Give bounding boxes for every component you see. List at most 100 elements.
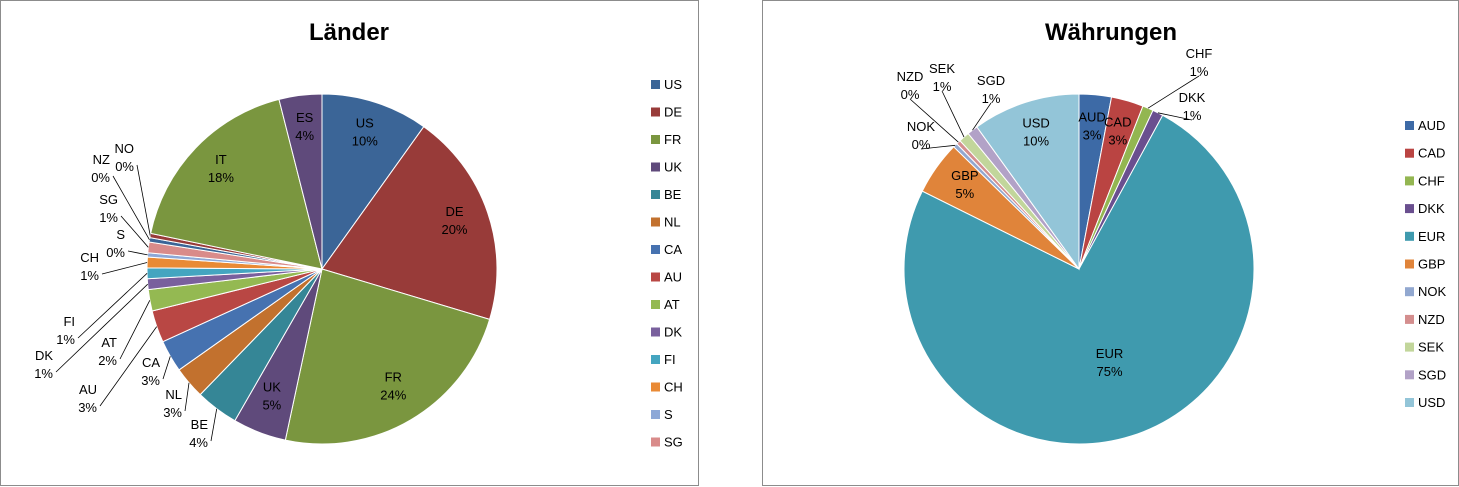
legend-swatch-s: [651, 410, 660, 419]
data-label-us: US 10%: [352, 116, 378, 149]
legend-swatch-dkk: [1405, 204, 1414, 214]
data-label-nzd: NZD 0%: [897, 69, 924, 102]
legend-label-aud: AUD: [1418, 118, 1445, 133]
legend-swatch-nl: [651, 217, 660, 227]
leader-line-ca: [162, 356, 171, 380]
legend-swatch-fi: [651, 355, 660, 364]
data-label-nz: NZ 0%: [91, 152, 110, 185]
legend-swatch-nzd: [1405, 314, 1414, 324]
leader-line-s: [127, 250, 148, 256]
pie-chart-waehrungen: Währungen AUD 3%CAD 3% CHF 1% DKK 1% EUR 75% GBP 5…: [897, 19, 1447, 445]
data-label-nl: NL 3%: [163, 387, 182, 420]
leader-line-sg: [120, 215, 149, 248]
data-label-uk: UK 5%: [262, 380, 281, 413]
data-label-dkk: DKK 1%: [1179, 90, 1206, 123]
leader-line-fi: [77, 273, 148, 339]
legend-label-sek: SEK: [1418, 340, 1444, 355]
legend-label-nok: NOK: [1418, 284, 1447, 299]
data-label-s: S 0%: [106, 227, 125, 260]
leader-line-no: [136, 164, 151, 236]
legend-swatch-be: [651, 190, 660, 199]
chart-laender: Länder US 10% DE 20% FR 24% UK 5% BE 4% NL 3% CA 3% AU…: [0, 0, 699, 486]
pie-slice-it: [150, 98, 323, 270]
legend-label-dk: DK: [664, 325, 682, 340]
leader-line-nl: [184, 382, 190, 412]
legend-swatch-at: [651, 300, 660, 309]
data-label-ch: CH 1%: [80, 250, 99, 283]
data-label-eur: EUR 75%: [1096, 346, 1123, 379]
legend-label-ch: CH: [664, 380, 683, 395]
legend-swatch-eur: [1405, 231, 1414, 241]
chart-title: Länder: [309, 19, 389, 46]
legend-swatch-aud: [1405, 121, 1414, 130]
legend-label-nl: NL: [664, 215, 681, 230]
legend-swatch-us: [651, 80, 660, 89]
data-label-it: IT 18%: [208, 152, 234, 185]
legend-swatch-sek: [1405, 342, 1414, 352]
legend-swatch-uk: [651, 162, 660, 172]
legend-label-uk: UK: [664, 160, 682, 175]
data-label-sg: SG 1%: [99, 192, 118, 225]
legend-swatch-usd: [1405, 398, 1414, 407]
pie-slice-eur: [903, 114, 1255, 445]
leader-line-dkk: [1157, 112, 1193, 121]
legend-label-au: AU: [664, 270, 682, 285]
legend-label-fi: FI: [664, 352, 676, 367]
legend-label-cad: CAD: [1418, 146, 1445, 161]
legend-label-eur: EUR: [1418, 229, 1445, 244]
leader-line-nzd: [909, 98, 959, 143]
legend-label-fr: FR: [664, 132, 681, 147]
data-label-usd: USD 10%: [1022, 116, 1049, 149]
data-label-de: DE 20%: [441, 204, 467, 237]
data-label-at: AT 2%: [98, 335, 117, 368]
legend-label-be: BE: [664, 187, 682, 202]
legend-label-s: S: [664, 407, 673, 422]
chart-waehrungen: Währungen AUD 3% CAD 3% CHF 1% DKK 1% EUR 75% GBP 5…: [762, 0, 1459, 486]
leader-line-sgd: [972, 102, 992, 131]
legend-swatch-au: [651, 272, 660, 282]
legend-label-usd: USD: [1418, 395, 1445, 410]
legend-swatch-chf: [1405, 176, 1414, 186]
data-label-be: BE 4%: [189, 417, 208, 450]
legend-label-dkk: DKK: [1418, 201, 1445, 216]
pie-slice-fr: [284, 268, 491, 445]
data-label-gbp: GBP 5%: [951, 168, 978, 201]
leader-line-at: [119, 300, 151, 360]
pie-slice-es: [278, 93, 323, 270]
legend-label-at: AT: [664, 297, 680, 312]
legend-swatch-dk: [651, 327, 660, 337]
leader-line-be: [210, 408, 218, 442]
legend-label-sgd: SGD: [1418, 367, 1446, 382]
data-label-au: AU 3%: [78, 382, 97, 415]
pie-slice-usd: [976, 93, 1080, 271]
legend-swatch-ca: [651, 245, 660, 254]
data-label-cad: CAD 3%: [1104, 114, 1131, 147]
legend-label-de: DE: [664, 105, 682, 120]
legend-swatch-de: [651, 107, 660, 117]
leader-line-dk: [55, 283, 148, 373]
leader-line-nz: [112, 175, 150, 240]
data-label-aud: AUD 3%: [1078, 110, 1105, 143]
leader-line-nok: [920, 144, 956, 150]
legend-label-nzd: NZD: [1418, 312, 1445, 327]
legend-label-gbp: GBP: [1418, 257, 1445, 272]
legend-label-chf: CHF: [1418, 173, 1445, 188]
chart-title: Währungen: [1045, 19, 1177, 46]
data-label-sek: SEK 1%: [929, 61, 955, 94]
legend-label-sg: SG: [664, 435, 683, 450]
leader-line-sek: [941, 90, 965, 138]
data-label-fr: FR 24%: [380, 370, 406, 403]
data-label-no: NO 0%: [115, 141, 135, 174]
leader-line-chf: [1147, 75, 1200, 109]
pie-slice-de: [321, 125, 498, 320]
pie-slice-us: [321, 93, 425, 271]
legend-swatch-sgd: [1405, 370, 1414, 380]
legend-label-ca: CA: [664, 242, 682, 257]
leader-line-ch: [101, 262, 148, 275]
legend-label-us: US: [664, 77, 682, 92]
legend-swatch-cad: [1405, 148, 1414, 158]
legend-swatch-fr: [651, 135, 660, 144]
data-label-chf: CHF 1%: [1186, 46, 1213, 79]
legend-swatch-nok: [1405, 287, 1414, 297]
data-label-dk: DK 1%: [34, 348, 53, 381]
